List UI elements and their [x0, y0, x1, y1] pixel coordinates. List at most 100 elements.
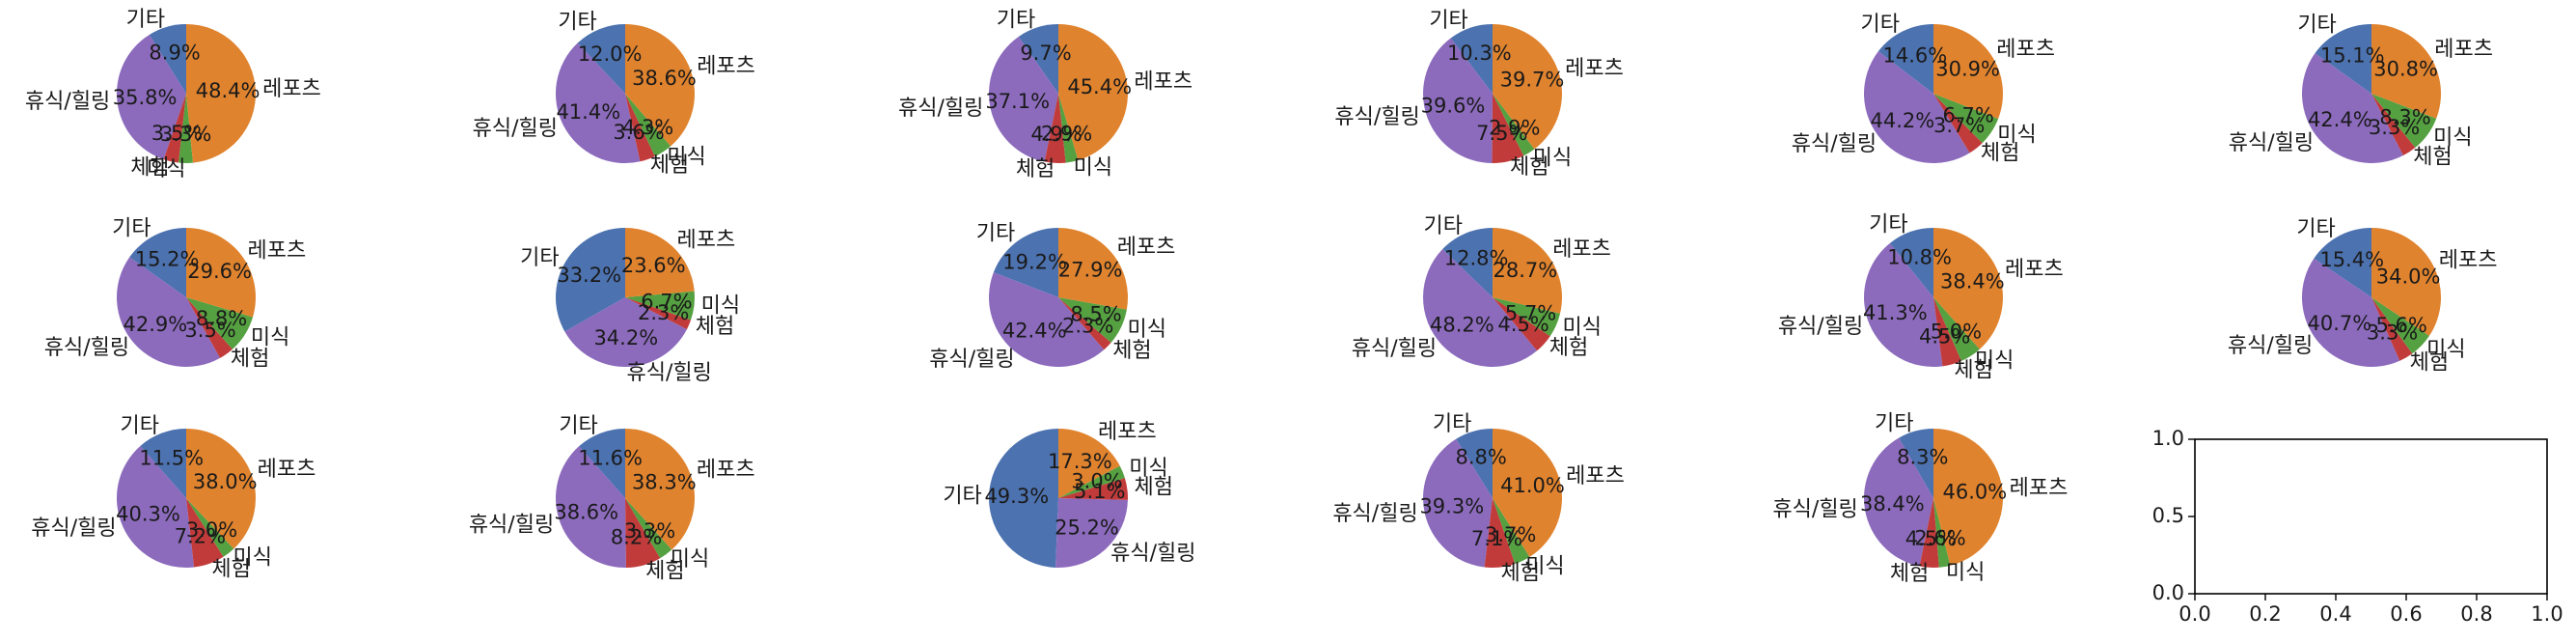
- x-tick-label: 0.0: [2179, 602, 2210, 626]
- pie-3: 9.7% 기타 37.1%휴식/힐링 4.9% 체험 2.9% 미식 45.4% 레포츠: [898, 8, 1192, 181]
- pie-5: 14.6% 기타 44.2%휴식/힐링 3.7% 체험 6.7%미식 30.9%레포츠: [1792, 13, 2055, 165]
- pie-10-slice-4: [1493, 297, 1561, 337]
- pie-4-category-label: 체험: [1510, 155, 1548, 180]
- pie-1-slice-1: [149, 24, 186, 94]
- pie-10-pct-label: 5.7%: [1505, 301, 1556, 324]
- pie-5-category-label: 휴식/힐링: [1792, 132, 1877, 156]
- pie-15-slice-5: [1058, 429, 1120, 498]
- pie-1-pct-label: 3.5%: [151, 122, 203, 145]
- pie-12-category-label: 기타: [2296, 217, 2335, 241]
- pie-17-pct-label: 4.5%: [1905, 527, 1957, 550]
- pie-1-category-label: 휴식/힐링: [25, 90, 110, 114]
- pie-3-category-label: 미식: [1074, 156, 1112, 181]
- pie-2-pct-label: 3.6%: [613, 121, 664, 144]
- pie-3-category-label: 휴식/힐링: [898, 97, 983, 121]
- empty-axes: 0.0 0.2 0.4 0.6 0.8 1.0 0.0 0.5 1.0: [2152, 427, 2563, 626]
- pie-16-category-label: 미식: [1525, 554, 1564, 578]
- pie-16-pct-label: 3.7%: [1485, 523, 1536, 546]
- pie-11-slice-1: [1889, 228, 1933, 297]
- pie-4-slice-2: [1423, 38, 1493, 164]
- pie-16-category-label: 기타: [1433, 412, 1471, 436]
- pie-13-slice-5: [186, 429, 257, 549]
- pie-10-category-label: 레포츠: [1552, 237, 1611, 262]
- pie-6: 15.1% 기타 42.4%휴식/힐링 3.3% 체험 8.3%미식 30.8%레포츠: [2229, 14, 2493, 170]
- pie-2-slice-1: [577, 23, 625, 94]
- pie-15-pct-label: 25.2%: [1055, 516, 1119, 540]
- pie-16-category-label: 체험: [1501, 562, 1540, 586]
- pie-7-slice-2: [116, 257, 221, 367]
- pie-15-slice-2: [1055, 498, 1128, 568]
- pie-14-pct-label: 3.3%: [624, 519, 675, 543]
- pie-13-slice-3: [186, 498, 224, 568]
- pie-5-category-label: 체험: [1981, 141, 2019, 165]
- pie-7: 15.2% 기타 42.9%휴식/힐링 3.5% 체험 8.8%미식 29.6%레포츠: [44, 217, 307, 372]
- pie-8-category-label: 레포츠: [677, 229, 736, 253]
- pie-6-pct-label: 30.8%: [2373, 58, 2438, 81]
- pie-9-slice-4: [1058, 297, 1127, 343]
- x-tick-label: 0.2: [2249, 602, 2281, 626]
- pie-4-slice-3: [1492, 94, 1524, 164]
- pie-10-pct-label: 48.2%: [1430, 313, 1494, 336]
- pie-16-slice-5: [1493, 429, 1562, 557]
- pie-11-category-label: 체험: [1954, 358, 1992, 382]
- pie-17-slice-4: [1933, 498, 1951, 568]
- pie-12-pct-label: 40.7%: [2308, 312, 2372, 335]
- pie-2-pct-label: 4.3%: [622, 116, 673, 139]
- pie-14-slice-5: [625, 428, 696, 550]
- pie-15: 49.3%기타 25.2%휴식/힐링 5.1% 체험 3.0% 미식 17.3% 레포츠: [943, 420, 1195, 568]
- pie-16-category-label: 휴식/힐링: [1332, 502, 1417, 526]
- pie-5-category-label: 레포츠: [1996, 38, 2055, 62]
- pie-11-slice-5: [1933, 228, 2003, 349]
- pie-10-pct-label: 4.5%: [1497, 313, 1548, 336]
- pie-13: 11.5% 기타 40.3%휴식/힐링 7.2% 체험 3.0% 미식 38.0%레포츠: [31, 414, 315, 582]
- pie-7-category-label: 기타: [112, 217, 151, 241]
- pie-10-pct-label: 28.7%: [1494, 259, 1558, 282]
- pie-15-pct-label: 3.0%: [1071, 470, 1122, 493]
- pie-8-pct-label: 33.2%: [557, 264, 621, 287]
- pie-10-category-label: 체험: [1549, 336, 1588, 360]
- pie-8-slice-2: [564, 297, 687, 368]
- pie-11-pct-label: 10.8%: [1887, 245, 1952, 268]
- pie-13-slice-2: [117, 445, 195, 569]
- pie-1-category-label: 체험: [130, 155, 169, 180]
- pie-15-slice-4: [1058, 465, 1125, 498]
- pie-9-category-label: 체험: [1112, 339, 1151, 363]
- pie-1-pct-label: 8.9%: [149, 42, 200, 65]
- pie-2-pct-label: 41.4%: [556, 100, 620, 124]
- pie-7-pct-label: 15.2%: [135, 248, 200, 271]
- pie-9-category-label: 휴식/힐링: [929, 348, 1014, 372]
- pie-14-category-label: 미식: [671, 547, 709, 572]
- pie-12-category-label: 체험: [2410, 351, 2449, 376]
- pie-9: 19.2% 기타 42.4% 휴식/힐링 2.3%체험 8.5% 미식 27.9%레포츠: [929, 222, 1175, 372]
- pie-3-slice-2: [988, 36, 1058, 162]
- pie-5-slice-2: [1863, 51, 1970, 164]
- pie-5-pct-label: 14.6%: [1883, 43, 1948, 67]
- pie-3-category-label: 레포츠: [1134, 70, 1192, 95]
- pie-4-slice-4: [1493, 94, 1535, 156]
- pie-5-slice-4: [1933, 94, 1999, 144]
- pie-13-category-label: 체험: [211, 558, 250, 582]
- pie-5-pct-label: 44.2%: [1871, 109, 1935, 132]
- pie-8-pct-label: 6.7%: [641, 290, 692, 313]
- pie-12-pct-label: 3.3%: [2367, 321, 2418, 344]
- pie-2-slice-3: [625, 94, 655, 162]
- pie-16-slice-1: [1456, 428, 1493, 498]
- pie-7-pct-label: 42.9%: [123, 313, 188, 336]
- pie-16-category-label: 레포츠: [1566, 464, 1625, 488]
- pie-16-pct-label: 8.8%: [1456, 445, 1507, 468]
- pie-3-pct-label: 2.9%: [1041, 122, 1092, 145]
- pie-3-slice-3: [1044, 94, 1066, 164]
- pie-1-slice-4: [178, 94, 194, 163]
- pie-2-pct-label: 38.6%: [632, 67, 697, 90]
- pie-6-slice-3: [2371, 94, 2416, 156]
- pie-1-slice-2: [117, 34, 186, 160]
- pie-11-pct-label: 5.0%: [1931, 320, 1982, 343]
- pie-9-category-label: 기타: [976, 222, 1015, 246]
- y-tick-label: 0.5: [2152, 504, 2184, 527]
- pie-11-category-label: 미식: [1975, 349, 2014, 374]
- pie-8-pct-label: 23.6%: [621, 254, 686, 277]
- pie-6-slice-1: [2315, 24, 2371, 94]
- pie-3-slice-4: [1058, 94, 1079, 163]
- pie-17-slice-1: [1899, 429, 1933, 498]
